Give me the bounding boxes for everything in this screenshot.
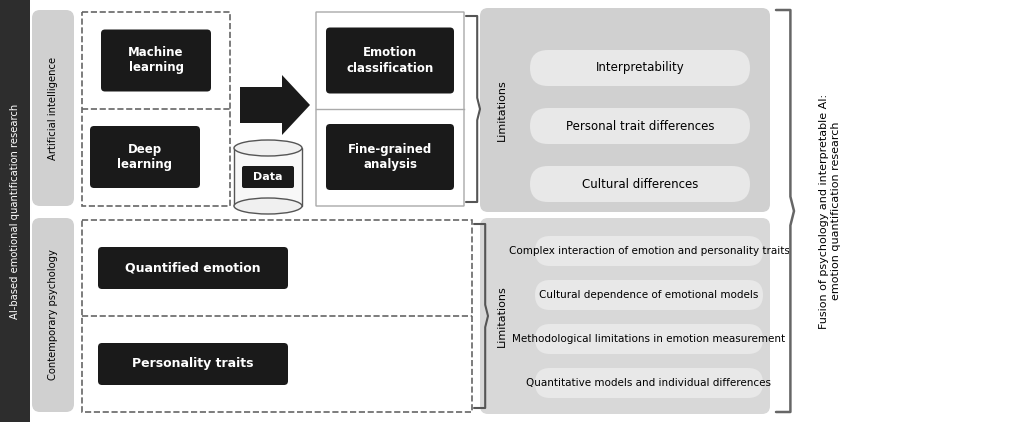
Text: Machine
learning: Machine learning xyxy=(128,46,183,75)
Bar xyxy=(0,0,30,422)
Text: Limitations: Limitations xyxy=(497,285,507,347)
FancyBboxPatch shape xyxy=(530,166,750,202)
Text: Artificial intelligence: Artificial intelligence xyxy=(48,57,58,160)
FancyBboxPatch shape xyxy=(535,368,763,398)
FancyBboxPatch shape xyxy=(480,8,770,212)
FancyBboxPatch shape xyxy=(535,280,763,310)
FancyBboxPatch shape xyxy=(480,218,770,414)
FancyBboxPatch shape xyxy=(98,343,288,385)
Text: Cultural differences: Cultural differences xyxy=(582,178,698,190)
Text: Fusion of psychology and interpretable AI:
emotion quantification research: Fusion of psychology and interpretable A… xyxy=(819,93,841,329)
Ellipse shape xyxy=(234,198,302,214)
FancyBboxPatch shape xyxy=(242,166,294,188)
FancyBboxPatch shape xyxy=(82,220,472,412)
Text: Fine-grained
analysis: Fine-grained analysis xyxy=(348,143,432,171)
Text: Deep
learning: Deep learning xyxy=(118,143,172,171)
Text: AI-based emotional quantification research: AI-based emotional quantification resear… xyxy=(10,103,20,319)
Text: Complex interaction of emotion and personality traits: Complex interaction of emotion and perso… xyxy=(509,246,790,256)
Text: Contemporary psychology: Contemporary psychology xyxy=(48,249,58,381)
Text: Methodological limitations in emotion measurement: Methodological limitations in emotion me… xyxy=(512,334,785,344)
FancyBboxPatch shape xyxy=(326,27,454,94)
Text: Interpretability: Interpretability xyxy=(596,62,684,75)
FancyBboxPatch shape xyxy=(326,124,454,190)
Ellipse shape xyxy=(234,140,302,156)
Polygon shape xyxy=(240,75,310,135)
FancyBboxPatch shape xyxy=(32,10,74,206)
FancyBboxPatch shape xyxy=(535,236,763,266)
Text: Personal trait differences: Personal trait differences xyxy=(565,119,715,133)
FancyBboxPatch shape xyxy=(90,126,200,188)
FancyBboxPatch shape xyxy=(101,30,211,92)
Text: Emotion
classification: Emotion classification xyxy=(346,46,433,75)
Text: Data: Data xyxy=(253,172,283,182)
FancyBboxPatch shape xyxy=(98,247,288,289)
Text: Personality traits: Personality traits xyxy=(132,357,254,371)
FancyBboxPatch shape xyxy=(82,12,230,206)
Text: Quantified emotion: Quantified emotion xyxy=(125,262,261,274)
Text: Quantitative models and individual differences: Quantitative models and individual diffe… xyxy=(526,378,771,388)
FancyBboxPatch shape xyxy=(535,324,763,354)
FancyBboxPatch shape xyxy=(32,218,74,412)
Text: Cultural dependence of emotional models: Cultural dependence of emotional models xyxy=(540,290,759,300)
FancyBboxPatch shape xyxy=(316,12,464,206)
FancyBboxPatch shape xyxy=(530,108,750,144)
Text: Limitations: Limitations xyxy=(497,79,507,141)
FancyBboxPatch shape xyxy=(530,50,750,86)
Bar xyxy=(234,148,302,206)
